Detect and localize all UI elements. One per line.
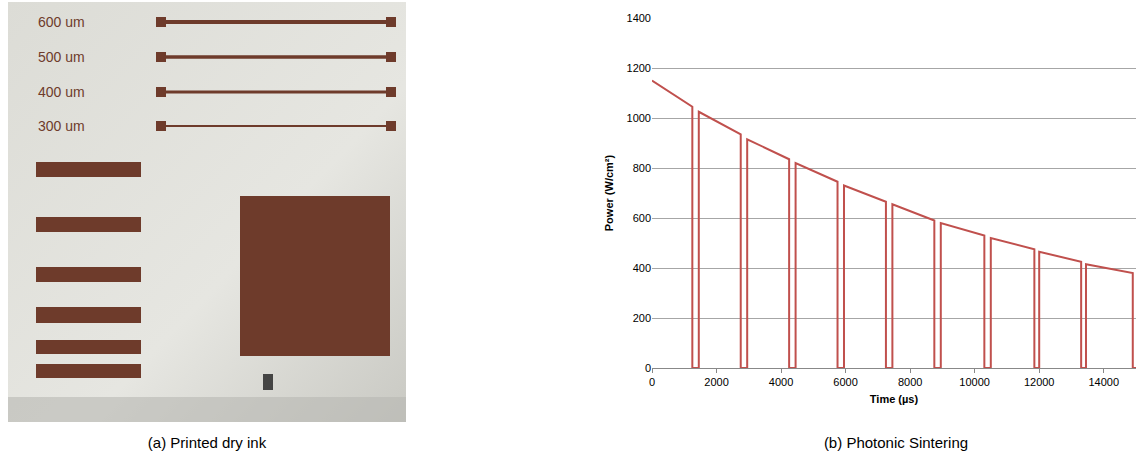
svg-text:600: 600 [633, 212, 651, 224]
svg-text:800: 800 [633, 162, 651, 174]
svg-text:4000: 4000 [769, 376, 793, 388]
html-text:(b) Photonic Sintering: (b) Photonic Sintering [823, 434, 969, 451]
svg-text:6000: 6000 [833, 376, 857, 388]
svg-text:Power (W/cm²): Power (W/cm²) [603, 154, 615, 231]
svg-text:Time (µs): Time (µs) [870, 393, 919, 405]
svg-text:500 um: 500 um [38, 49, 85, 65]
svg-text:14000: 14000 [1088, 376, 1119, 388]
svg-text:8000: 8000 [898, 376, 922, 388]
svg-text:12000: 12000 [1024, 376, 1055, 388]
svg-text:1200: 1200 [627, 62, 651, 74]
html-text:(a) Printed dry ink: (a) Printed dry ink [147, 434, 267, 451]
svg-text:600 um: 600 um [38, 14, 85, 30]
svg-text:200: 200 [633, 312, 651, 324]
svg-text:10000: 10000 [959, 376, 990, 388]
svg-text:300 um: 300 um [38, 118, 85, 134]
svg-text:0: 0 [649, 376, 655, 388]
svg-text:400: 400 [633, 262, 651, 274]
svg-text:1400: 1400 [627, 12, 651, 24]
svg-text:1000: 1000 [627, 112, 651, 124]
svg-text:400 um: 400 um [38, 84, 85, 100]
svg-text:0: 0 [645, 362, 651, 374]
svg-text:2000: 2000 [704, 376, 728, 388]
